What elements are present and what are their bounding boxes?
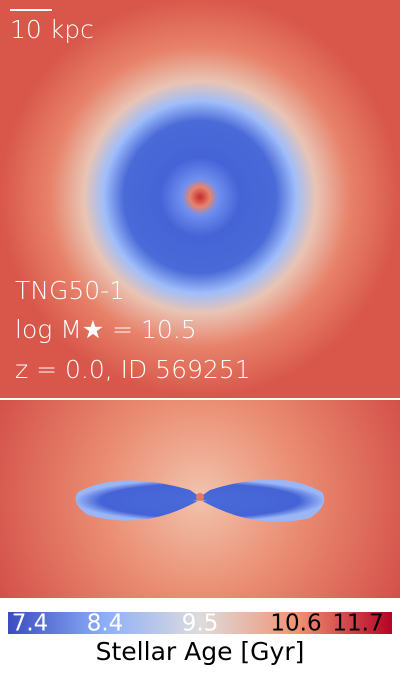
scale-bar-label: 10 kpc (10, 15, 94, 44)
colorbar-tick: 7.4 (12, 611, 49, 637)
colorbar-tick: 10.6 (270, 611, 321, 637)
overlay-line: z = 0.0, ID 569251 (15, 355, 251, 384)
colorbar (8, 612, 392, 634)
colorbar-tick: 11.7 (332, 611, 383, 637)
overlay-line: log M★ = 10.5 (15, 315, 197, 344)
edge-on-disk (75, 479, 325, 522)
colorbar-label: Stellar Age [Gyr] (96, 637, 305, 666)
overlay-line: TNG50-1 (15, 276, 125, 305)
colorbar-tick: 9.5 (182, 611, 219, 637)
colorbar-tick: 8.4 (87, 611, 124, 637)
edge-on-core (196, 493, 204, 501)
face-on-image (0, 0, 400, 398)
